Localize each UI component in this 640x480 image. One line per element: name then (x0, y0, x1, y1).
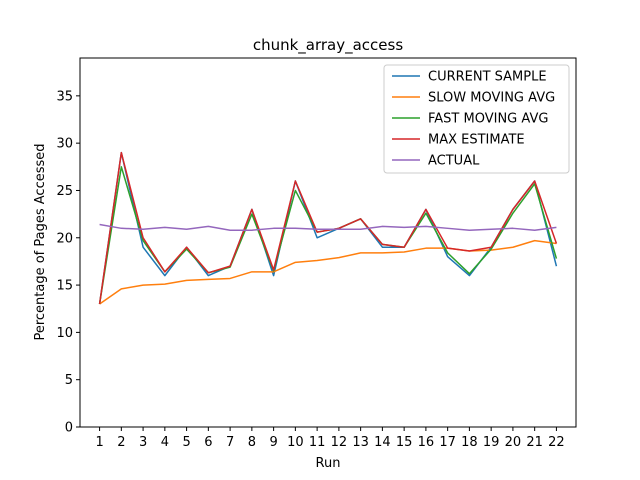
x-tick-label: 16 (418, 435, 435, 450)
x-tick-label: 3 (139, 435, 147, 450)
chart-title: chunk_array_access (253, 36, 404, 55)
x-tick-label: 4 (161, 435, 169, 450)
plot-frame (79, 57, 577, 428)
x-tick-label: 5 (182, 435, 190, 450)
x-tick-label: 11 (309, 435, 326, 450)
y-tick-label: 5 (65, 373, 73, 388)
series-line-2 (99, 239, 557, 305)
x-tick-label: 10 (287, 435, 304, 450)
x-tick-label: 22 (548, 435, 565, 450)
legend: CURRENT SAMPLE SLOW MOVING AVG FAST MOVING… (383, 64, 570, 174)
y-tick-label: 20 (56, 231, 73, 246)
x-tick-label: 19 (483, 435, 500, 450)
legend-label-5: ACTUAL (428, 154, 480, 169)
x-axis-label: Run (316, 456, 341, 471)
x-tick-label: 7 (226, 435, 234, 450)
x-tick-label: 15 (396, 435, 413, 450)
x-tick-label: 6 (204, 435, 212, 450)
x-tick-label: 8 (248, 435, 256, 450)
legend-label-2: SLOW MOVING AVG (428, 91, 555, 106)
y-tick-label: 10 (56, 326, 73, 341)
y-tick-label: 35 (56, 89, 73, 104)
y-axis-label: Percentage of Pages Accessed (33, 143, 48, 340)
x-tick-label: 20 (505, 435, 522, 450)
y-tick-label: 30 (56, 137, 73, 152)
x-tick-label: 18 (461, 435, 478, 450)
legend-box (383, 64, 570, 174)
x-tick-label: 12 (331, 435, 348, 450)
legend-label-3: FAST MOVING AVG (428, 112, 548, 127)
series-line-4 (98, 151, 558, 305)
x-tick-label: 14 (374, 435, 391, 450)
x-tick-label: 2 (117, 435, 125, 450)
legend-label-4: MAX ESTIMATE (428, 133, 525, 148)
x-tick-label: 1 (95, 435, 103, 450)
x-tick-label: 13 (352, 435, 369, 450)
x-tick-label: 9 (269, 435, 277, 450)
legend-label-1: CURRENT SAMPLE (428, 70, 547, 85)
x-tick-label: 21 (526, 435, 543, 450)
x-tick-label: 17 (439, 435, 456, 450)
y-tick-label: 0 (65, 421, 73, 436)
y-tick-label: 15 (56, 279, 73, 294)
series-line-5 (99, 223, 557, 231)
y-tick-label: 25 (56, 184, 73, 199)
